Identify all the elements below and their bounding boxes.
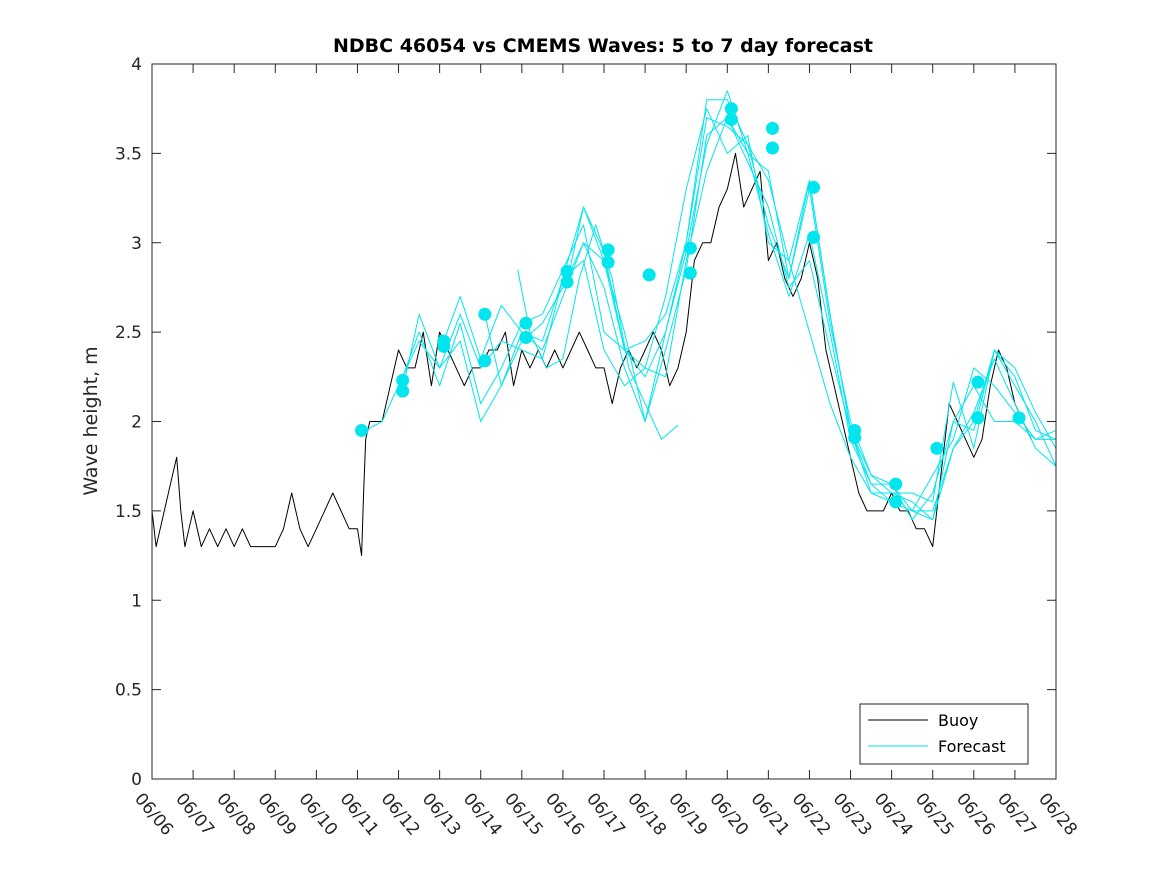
x-tick-label: 06/06 (130, 789, 177, 839)
forecast-marker (930, 441, 944, 455)
marker-layer (355, 102, 1026, 509)
forecast-marker (889, 495, 903, 509)
x-tick-label: 06/25 (911, 789, 958, 839)
x-tick-label: 06/26 (952, 789, 999, 839)
forecast-marker (724, 102, 738, 116)
y-tick-label: 4 (131, 55, 142, 75)
x-tick-label: 06/15 (500, 789, 547, 839)
legend: Buoy Forecast (859, 703, 1029, 765)
x-tick-label: 06/20 (705, 789, 752, 839)
forecast-marker (765, 121, 779, 135)
x-tick-label: 06/28 (1034, 789, 1081, 839)
forecast-marker (683, 266, 697, 280)
forecast-marker (601, 255, 615, 269)
x-tick-label: 06/09 (253, 789, 300, 839)
x-tick-label: 06/12 (377, 789, 424, 839)
legend-buoy-label: Buoy (938, 711, 978, 730)
x-tick-label: 06/16 (541, 789, 588, 839)
forecast-series-line-2 (402, 117, 1056, 521)
x-tick-label: 06/19 (664, 789, 711, 839)
x-tick-label: 06/22 (788, 789, 835, 839)
y-tick-label: 1 (131, 591, 142, 611)
forecast-series-line-5 (484, 90, 1057, 503)
forecast-marker (765, 141, 779, 155)
forecast-marker (971, 411, 985, 425)
buoy-series-line (151, 152, 1032, 557)
y-tick-label: 2 (131, 413, 142, 433)
forecast-marker (601, 243, 615, 257)
forecast-series-line-4 (443, 99, 1057, 521)
forecast-marker (560, 264, 574, 278)
y-tick-label: 0 (131, 770, 142, 790)
forecast-marker (807, 180, 821, 194)
x-tick-label: 06/27 (993, 789, 1040, 839)
x-tick-label: 06/11 (336, 789, 383, 839)
forecast-marker (724, 112, 738, 126)
y-tick-label: 0.5 (115, 681, 142, 701)
forecast-marker (807, 230, 821, 244)
x-tick-label: 06/10 (295, 789, 342, 839)
x-tick-label: 06/13 (418, 789, 465, 839)
y-tick-label: 3 (131, 234, 142, 254)
forecast-marker (355, 423, 369, 437)
forecast-marker (478, 307, 492, 321)
y-tick-label: 3.5 (115, 144, 142, 164)
forecast-marker (519, 330, 533, 344)
forecast-marker (683, 241, 697, 255)
plot-area (152, 64, 1056, 779)
y-tick-label: 2.5 (115, 323, 142, 343)
forecast-marker (889, 477, 903, 491)
x-tick-label: 06/21 (747, 789, 794, 839)
chart-title: NDBC 46054 vs CMEMS Waves: 5 to 7 day fo… (333, 35, 873, 57)
y-tick-label: 1.5 (115, 502, 142, 522)
forecast-marker (396, 373, 410, 387)
x-tick-label: 06/14 (459, 789, 506, 839)
forecast-marker (560, 275, 574, 289)
y-axis-label: Wave height, m (80, 346, 102, 495)
forecast-marker (848, 431, 862, 445)
x-tick-label: 06/07 (171, 789, 218, 839)
forecast-marker (642, 268, 656, 282)
x-tick-label: 06/18 (623, 789, 670, 839)
forecast-series-line-6 (517, 224, 679, 440)
forecast-marker (396, 384, 410, 398)
forecast-marker (437, 339, 451, 353)
x-tick-label: 06/08 (212, 789, 259, 839)
forecast-marker (1012, 411, 1026, 425)
plot-background (152, 64, 1056, 779)
x-tick-label: 06/17 (582, 789, 629, 839)
forecast-marker (478, 354, 492, 368)
x-tick-label: 06/24 (870, 789, 917, 839)
forecast-marker (519, 316, 533, 330)
series-layer (151, 90, 1057, 557)
x-tick-label: 06/23 (829, 789, 876, 839)
legend-forecast-label: Forecast (938, 737, 1006, 756)
legend-box (859, 703, 1029, 765)
forecast-marker (971, 375, 985, 389)
